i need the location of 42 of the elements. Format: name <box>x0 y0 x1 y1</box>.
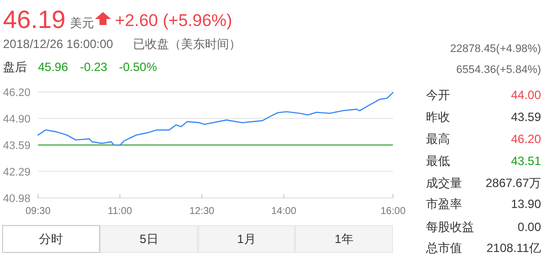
text: 2867.67万 <box>486 176 541 190</box>
category-label: 昨收 <box>426 110 450 124</box>
x-tick-label: 11:00 <box>108 206 132 217</box>
category-label: 今开 <box>426 88 450 102</box>
x-tick-label: 12:30 <box>189 206 215 217</box>
text: 5日 <box>140 232 158 246</box>
text: 46.19 <box>3 6 66 34</box>
category-label: 最高 <box>426 132 450 146</box>
text: +2.60 (+5.96%) <box>115 11 232 30</box>
text: 盘后 <box>3 60 27 74</box>
x-tick-label: 14:00 <box>271 206 297 217</box>
text: 2018/12/26 16:00:00 <box>3 37 114 51</box>
y-tick-label: 46.20 <box>3 87 31 99</box>
y-tick-label: 42.29 <box>3 166 31 178</box>
category-label: 每股收益 <box>426 220 474 234</box>
x-tick-label: 09:30 <box>25 206 51 217</box>
x-tick-label: 16:00 <box>380 206 406 217</box>
text: -0.50% <box>119 60 158 74</box>
y-tick-label: 44.90 <box>3 113 31 126</box>
text: 44.00 <box>510 88 542 102</box>
text: 美元 <box>70 16 94 30</box>
text: 已收盘（美东时间） <box>133 37 241 51</box>
y-tick-label: 43.59 <box>3 140 31 152</box>
text: 46.20 <box>510 132 542 146</box>
line-series <box>37 92 394 146</box>
category-label: 成交量 <box>426 176 462 190</box>
text: 43.51 <box>510 154 542 168</box>
text: -0.23 <box>80 60 108 74</box>
category-label: 总市值 <box>425 241 462 255</box>
text: 2108.11亿 <box>486 241 541 255</box>
text: 分时 <box>39 232 63 246</box>
text: 6554.36(+5.84%) <box>456 64 541 76</box>
y-tick-label: 40.98 <box>3 193 31 205</box>
text: 0.00 <box>518 220 542 234</box>
category-label: 最低 <box>426 154 450 168</box>
text: 43.59 <box>510 110 542 124</box>
text: 22878.45(+4.98%) <box>450 43 541 55</box>
text: 45.96 <box>38 60 68 74</box>
text: 1月 <box>237 232 256 246</box>
text: 1年 <box>334 232 354 246</box>
text: 13.90 <box>510 197 542 211</box>
category-label: 市盈率 <box>426 197 462 211</box>
